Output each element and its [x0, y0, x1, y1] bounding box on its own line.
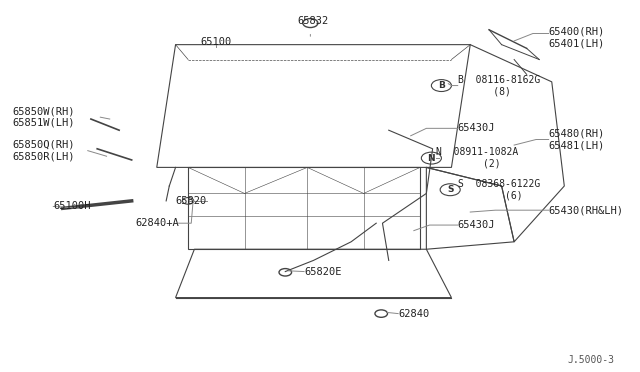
Text: N  08911-1082A
        (2): N 08911-1082A (2) — [436, 147, 518, 169]
Text: 62840: 62840 — [398, 310, 429, 319]
Text: 65832: 65832 — [298, 16, 329, 26]
Text: 65850W(RH)
65851W(LH): 65850W(RH) 65851W(LH) — [13, 106, 75, 128]
Text: S: S — [447, 185, 453, 194]
Text: 65430J: 65430J — [458, 220, 495, 230]
Text: 65850Q(RH)
65850R(LH): 65850Q(RH) 65850R(LH) — [13, 140, 75, 161]
Circle shape — [431, 80, 451, 92]
Circle shape — [440, 184, 460, 196]
Text: 65430(RH&LH): 65430(RH&LH) — [548, 205, 623, 215]
Text: 65400(RH)
65401(LH): 65400(RH) 65401(LH) — [548, 26, 605, 48]
Text: B  08116-8162G
      (8): B 08116-8162G (8) — [458, 75, 540, 96]
Text: 65100: 65100 — [201, 36, 232, 46]
Text: 65820: 65820 — [175, 196, 207, 206]
Text: J.5000-3: J.5000-3 — [568, 355, 614, 365]
Text: B: B — [438, 81, 445, 90]
Text: 65820E: 65820E — [304, 267, 342, 276]
Text: N: N — [428, 154, 435, 163]
Text: 62840+A: 62840+A — [135, 218, 179, 228]
Text: 65480(RH)
65481(LH): 65480(RH) 65481(LH) — [548, 129, 605, 150]
Circle shape — [421, 152, 442, 164]
Text: 65100H: 65100H — [53, 202, 91, 211]
Text: S  08368-6122G
        (6): S 08368-6122G (6) — [458, 179, 540, 201]
Text: 65430J: 65430J — [458, 124, 495, 133]
